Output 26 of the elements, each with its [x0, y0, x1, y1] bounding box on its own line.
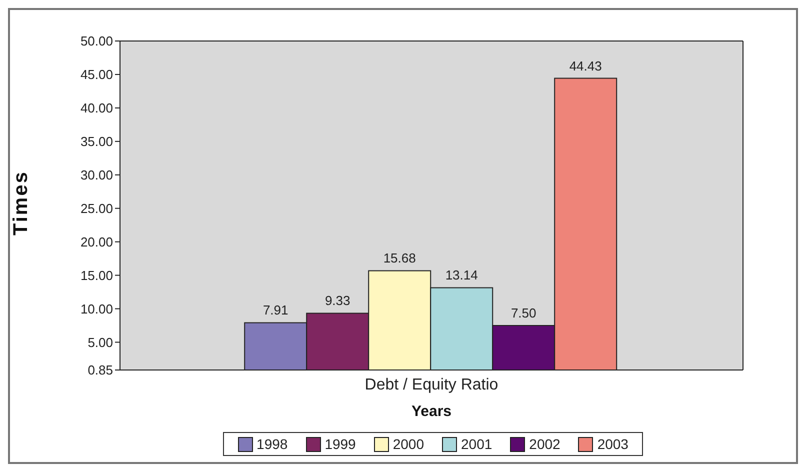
data-label: 13.14	[445, 268, 478, 283]
y-axis-title: Times	[10, 170, 32, 236]
data-label: 44.43	[569, 58, 602, 74]
legend-label: 2000	[392, 436, 424, 452]
y-tick-label: 30.00	[80, 167, 113, 182]
legend-label: 1998	[256, 436, 288, 452]
y-tick-label: 50.00	[80, 34, 113, 49]
legend-label: 1999	[324, 436, 356, 452]
legend-label: 2001	[460, 436, 492, 452]
y-tick-label: 20.00	[80, 234, 113, 250]
y-tick-label: 25.00	[80, 200, 113, 216]
y-tick-label: 0.85	[88, 362, 113, 378]
y-tick-label: 15.00	[80, 268, 113, 283]
legend-label: 2003	[596, 436, 628, 452]
y-tick-label: 35.00	[80, 134, 113, 150]
legend-label: 2002	[528, 436, 560, 452]
data-label: 15.68	[383, 250, 416, 266]
y-tick-label: 45.00	[80, 67, 113, 82]
data-label: 7.91	[262, 302, 288, 318]
data-label: 9.33	[324, 293, 350, 308]
data-label: 7.50	[510, 305, 536, 320]
x-tick-label: Debt / Equity Ratio	[364, 376, 498, 394]
y-tick-label: 10.00	[80, 301, 113, 316]
y-tick-label: 40.00	[80, 100, 113, 116]
x-axis-title: Years	[411, 403, 452, 420]
y-tick-label: 5.00	[88, 334, 113, 350]
